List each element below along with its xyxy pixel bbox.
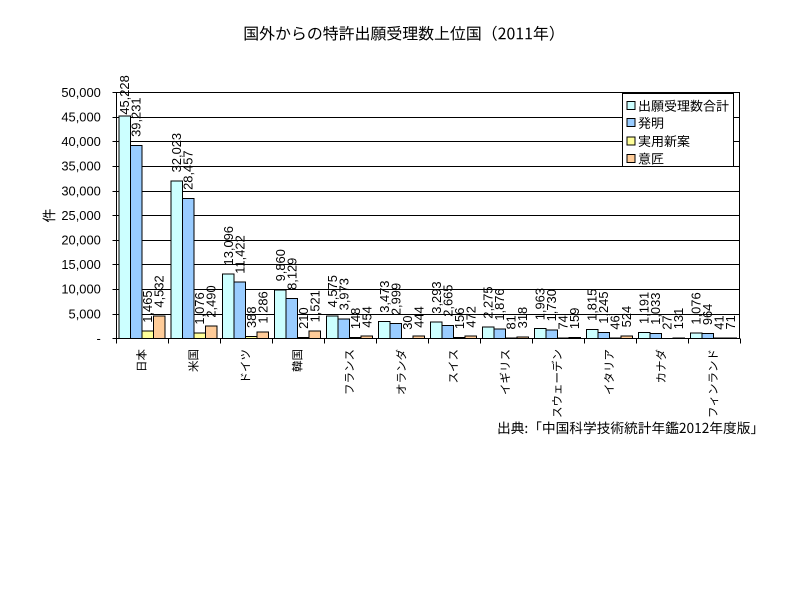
svg-text:20,000: 20,000 xyxy=(61,232,100,247)
svg-text:-: - xyxy=(97,331,101,346)
svg-text:1,076: 1,076 xyxy=(689,292,704,324)
svg-text:74: 74 xyxy=(556,315,571,329)
svg-text:1,076: 1,076 xyxy=(192,292,207,324)
svg-text:388: 388 xyxy=(244,306,259,328)
svg-text:81: 81 xyxy=(504,315,519,329)
svg-text:45,000: 45,000 xyxy=(61,109,100,124)
svg-text:131: 131 xyxy=(671,308,686,330)
svg-text:444: 444 xyxy=(411,306,426,328)
svg-text:524: 524 xyxy=(619,306,634,328)
svg-text:1,033: 1,033 xyxy=(648,293,663,325)
svg-text:1,465: 1,465 xyxy=(140,290,155,322)
svg-text:40,000: 40,000 xyxy=(61,134,100,149)
svg-text:41: 41 xyxy=(712,315,727,329)
svg-text:4,532: 4,532 xyxy=(152,275,167,307)
svg-text:35,000: 35,000 xyxy=(61,159,100,174)
svg-text:3,293: 3,293 xyxy=(429,281,444,313)
svg-text:45,228: 45,228 xyxy=(117,75,132,114)
svg-text:2,490: 2,490 xyxy=(203,285,218,317)
svg-text:71: 71 xyxy=(723,315,738,329)
svg-text:13,096: 13,096 xyxy=(221,226,236,265)
svg-text:210: 210 xyxy=(296,307,311,329)
svg-text:1,191: 1,191 xyxy=(637,292,652,324)
svg-text:15,000: 15,000 xyxy=(61,257,100,272)
svg-text:3,973: 3,973 xyxy=(336,278,351,310)
svg-text:1,730: 1,730 xyxy=(544,289,559,321)
svg-text:27: 27 xyxy=(660,315,675,329)
svg-text:10,000: 10,000 xyxy=(61,282,100,297)
svg-text:454: 454 xyxy=(359,306,374,328)
svg-text:3,473: 3,473 xyxy=(377,281,392,313)
svg-text:1,815: 1,815 xyxy=(585,289,600,321)
svg-text:964: 964 xyxy=(700,304,715,326)
svg-text:1,521: 1,521 xyxy=(307,290,322,322)
svg-text:11,422: 11,422 xyxy=(232,235,247,273)
svg-text:472: 472 xyxy=(463,306,478,328)
svg-text:30,000: 30,000 xyxy=(61,183,100,198)
svg-text:2,665: 2,665 xyxy=(440,285,455,317)
svg-text:30: 30 xyxy=(400,315,415,329)
svg-text:148: 148 xyxy=(348,308,363,330)
svg-text:159: 159 xyxy=(567,308,582,330)
svg-text:318: 318 xyxy=(515,307,530,329)
svg-text:1,245: 1,245 xyxy=(596,292,611,324)
svg-text:2,999: 2,999 xyxy=(388,283,403,315)
svg-text:28,457: 28,457 xyxy=(180,150,195,189)
svg-text:9,860: 9,860 xyxy=(273,249,288,281)
svg-text:2,275: 2,275 xyxy=(481,286,496,318)
svg-text:1,286: 1,286 xyxy=(255,291,270,323)
svg-text:39,231: 39,231 xyxy=(129,97,144,136)
svg-text:46: 46 xyxy=(608,315,623,329)
svg-text:156: 156 xyxy=(452,308,467,330)
svg-text:4,575: 4,575 xyxy=(325,275,340,307)
svg-text:5,000: 5,000 xyxy=(69,306,101,321)
svg-text:1,963: 1,963 xyxy=(533,288,548,320)
svg-text:8,129: 8,129 xyxy=(284,258,299,290)
svg-text:1,876: 1,876 xyxy=(492,288,507,320)
svg-text:32,023: 32,023 xyxy=(169,133,184,172)
svg-text:50,000: 50,000 xyxy=(61,85,100,100)
svg-text:25,000: 25,000 xyxy=(61,208,100,223)
